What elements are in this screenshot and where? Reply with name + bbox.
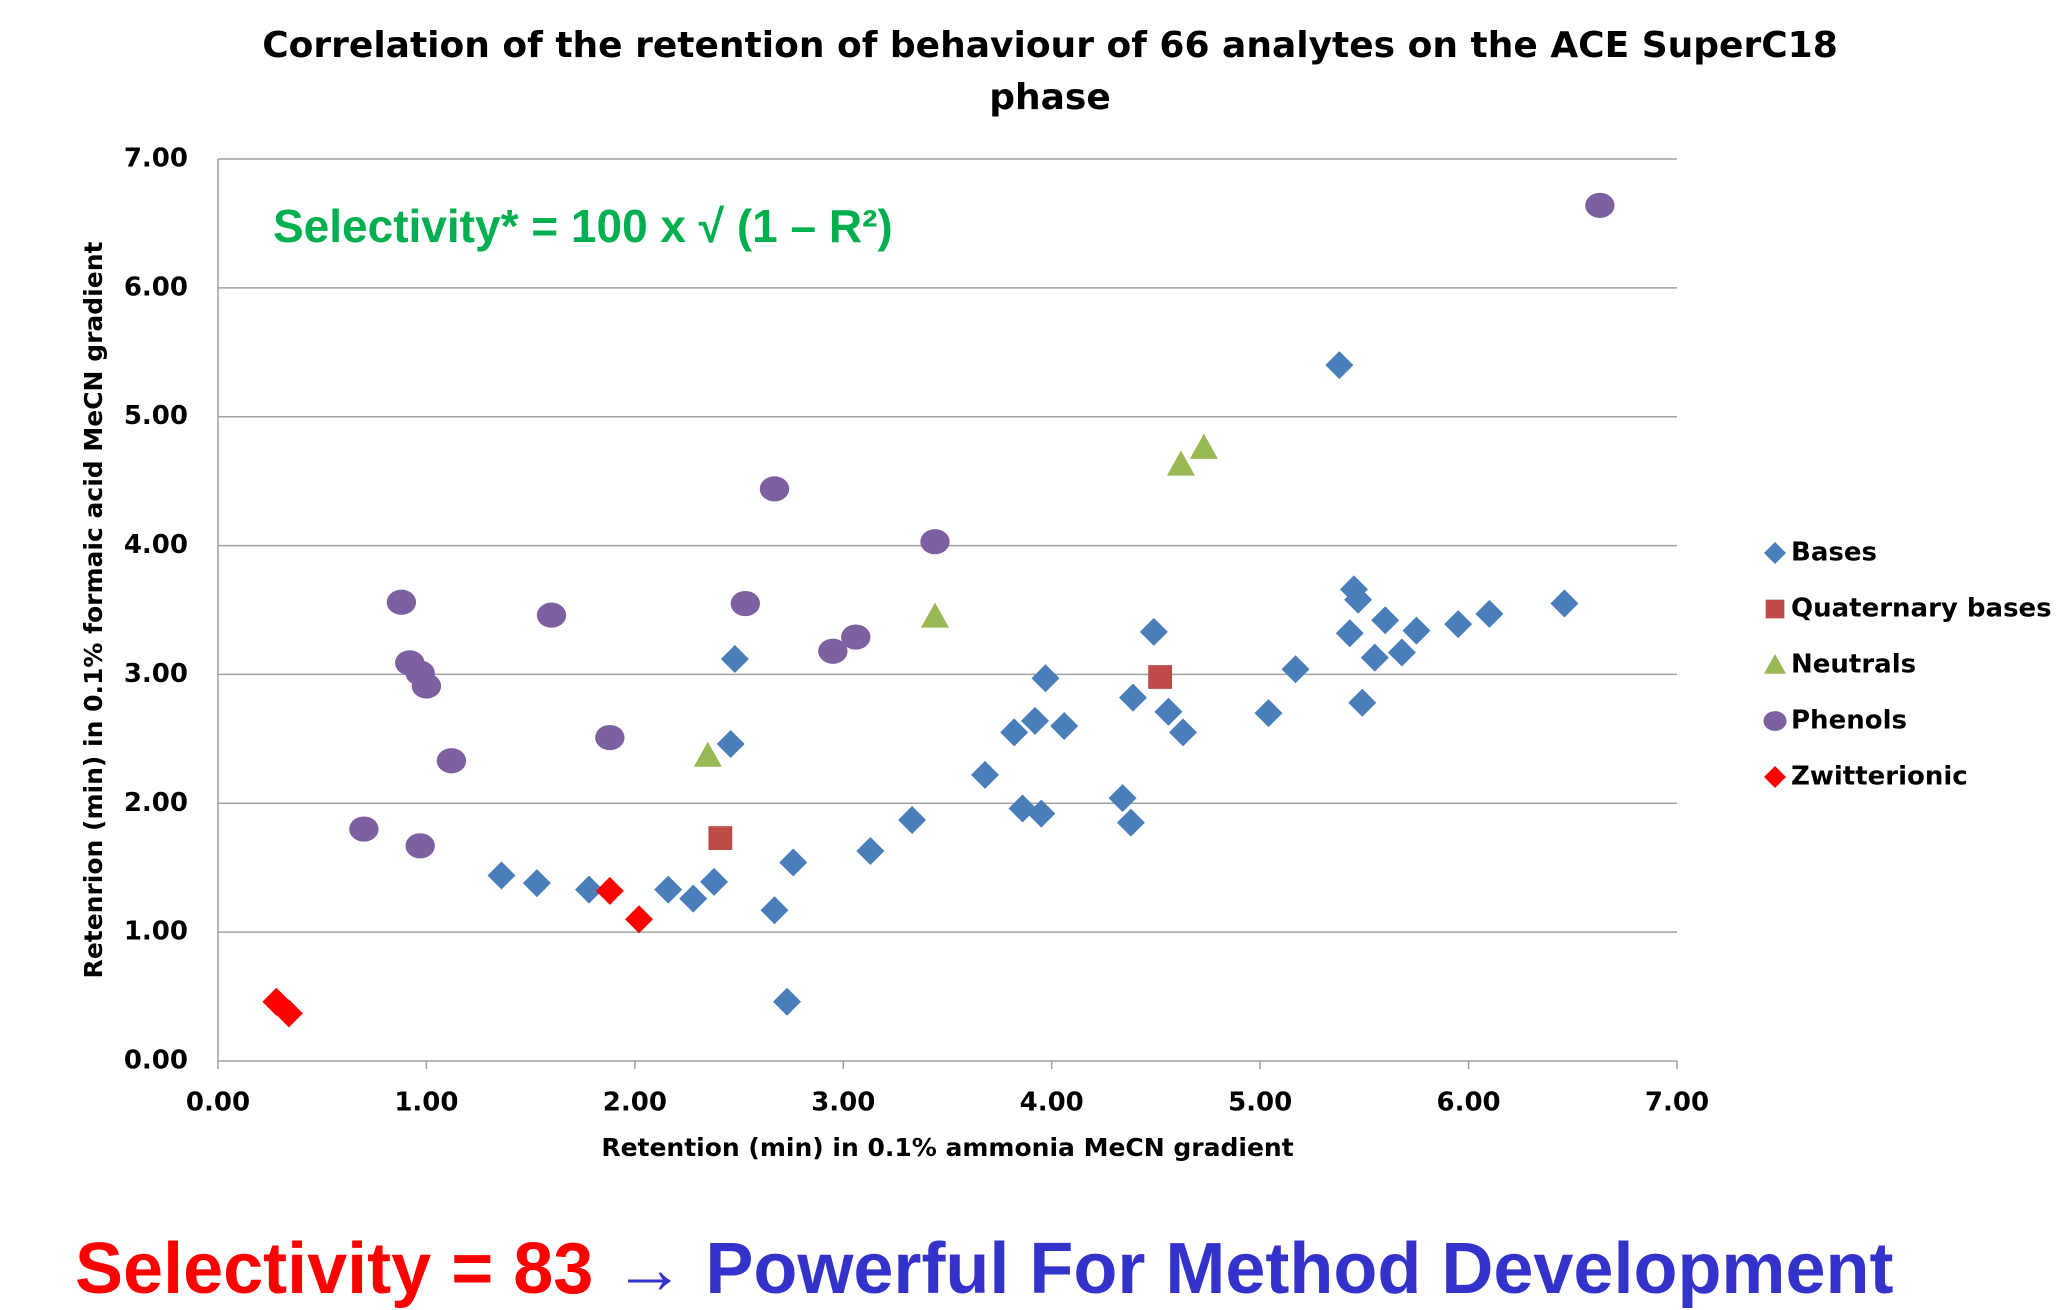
y-tick-label: 4.00: [124, 530, 188, 560]
x-tick-label: 4.00: [1020, 1088, 1084, 1118]
point: [274, 999, 303, 1028]
point: [625, 905, 654, 934]
x-tick-label: 3.00: [811, 1088, 875, 1118]
legend-marker: [1764, 542, 1786, 564]
point: [386, 589, 417, 615]
x-tick-label: 6.00: [1436, 1088, 1500, 1118]
y-axis-label: Retenrion (min) in 0.1% formaic acid MeC…: [79, 242, 108, 979]
legend-label: Zwitterionic: [1791, 762, 1968, 792]
point: [1254, 699, 1283, 728]
point: [654, 875, 683, 904]
point: [818, 638, 848, 664]
point: [349, 816, 379, 842]
arrow: →: [613, 1229, 686, 1309]
y-tick-label: 6.00: [124, 272, 188, 302]
point: [971, 760, 1000, 789]
point: [1325, 351, 1354, 380]
point: [841, 624, 871, 650]
point: [1000, 718, 1029, 747]
legend-label: Quaternary bases: [1791, 594, 2052, 624]
x-tick-label: 5.00: [1228, 1088, 1292, 1118]
point: [536, 602, 567, 628]
point: [522, 869, 551, 898]
point: [1387, 638, 1416, 667]
conclusion: Powerful For Method Development: [705, 1229, 1894, 1309]
point: [1475, 599, 1504, 628]
x-axis-label: Retention (min) in 0.1% ammonia MeCN gra…: [601, 1133, 1293, 1162]
point: [1444, 610, 1473, 639]
point: [773, 987, 802, 1016]
chart: 0.00 1.00 2.00 3.00 4.00 5.00 6.00 7.00 0.00 1.00…: [79, 144, 2052, 1163]
legend-marker: [1765, 599, 1785, 619]
point: [1027, 799, 1056, 828]
point: [708, 826, 733, 850]
point: [1371, 606, 1400, 635]
legend-label: Bases: [1791, 538, 1877, 568]
y-tick-label: 3.00: [124, 659, 188, 689]
point: [1166, 450, 1195, 476]
point: [1031, 664, 1060, 693]
point: [405, 833, 435, 859]
point: [920, 529, 950, 555]
legend-marker: [1764, 654, 1786, 674]
point: [760, 896, 789, 925]
point: [1344, 585, 1373, 614]
legend-label: Neutrals: [1791, 650, 1916, 680]
point: [1585, 192, 1615, 218]
point: [1348, 688, 1377, 717]
x-tick-label: 0.00: [186, 1088, 250, 1118]
legend-label: Phenols: [1791, 706, 1907, 736]
y-tick-label: 0.00: [124, 1046, 188, 1076]
point: [1402, 616, 1431, 645]
point: [716, 730, 745, 759]
point: [730, 590, 761, 617]
point: [759, 476, 790, 502]
point: [1169, 718, 1198, 747]
point: [1148, 665, 1172, 689]
point: [1021, 706, 1050, 735]
y-tick-label: 7.00: [124, 144, 188, 174]
point: [1108, 784, 1137, 813]
y-tick-label: 1.00: [124, 917, 188, 947]
point: [700, 867, 729, 896]
chart-title: Correlation of the retention of behaviou…: [262, 25, 1838, 118]
point: [679, 884, 708, 913]
point: [856, 836, 885, 865]
y-tick-label: 2.00: [124, 788, 188, 818]
y-tick-label: 5.00: [124, 401, 188, 431]
point: [575, 875, 604, 904]
x-tick-label: 7.00: [1645, 1088, 1709, 1118]
point: [595, 724, 625, 751]
point: [1154, 697, 1183, 726]
point: [411, 673, 442, 699]
point: [1189, 433, 1218, 459]
point: [436, 748, 467, 774]
point: [1139, 617, 1168, 646]
result: Selectivity = 83: [75, 1229, 594, 1309]
point: [720, 644, 749, 673]
point: [898, 806, 927, 835]
point: [1119, 683, 1148, 712]
point: [487, 861, 516, 890]
x-tick-label: 2.00: [603, 1088, 667, 1118]
x-tick-label: 1.00: [394, 1088, 458, 1118]
point: [693, 741, 722, 767]
point: [1281, 655, 1310, 684]
annotation: Selectivity* = 100 x √ (1 – R²): [273, 200, 893, 252]
point: [920, 602, 949, 628]
footer: Selectivity = 83 → Powerful For Method D…: [75, 1228, 2061, 1310]
point: [1360, 643, 1389, 672]
point: [1116, 808, 1145, 837]
point: [1335, 619, 1364, 648]
legend-marker: [1763, 711, 1787, 731]
point: [1050, 711, 1079, 740]
point: [1550, 589, 1579, 618]
point: [779, 848, 808, 877]
point: [595, 876, 624, 905]
legend-marker: [1764, 766, 1786, 788]
